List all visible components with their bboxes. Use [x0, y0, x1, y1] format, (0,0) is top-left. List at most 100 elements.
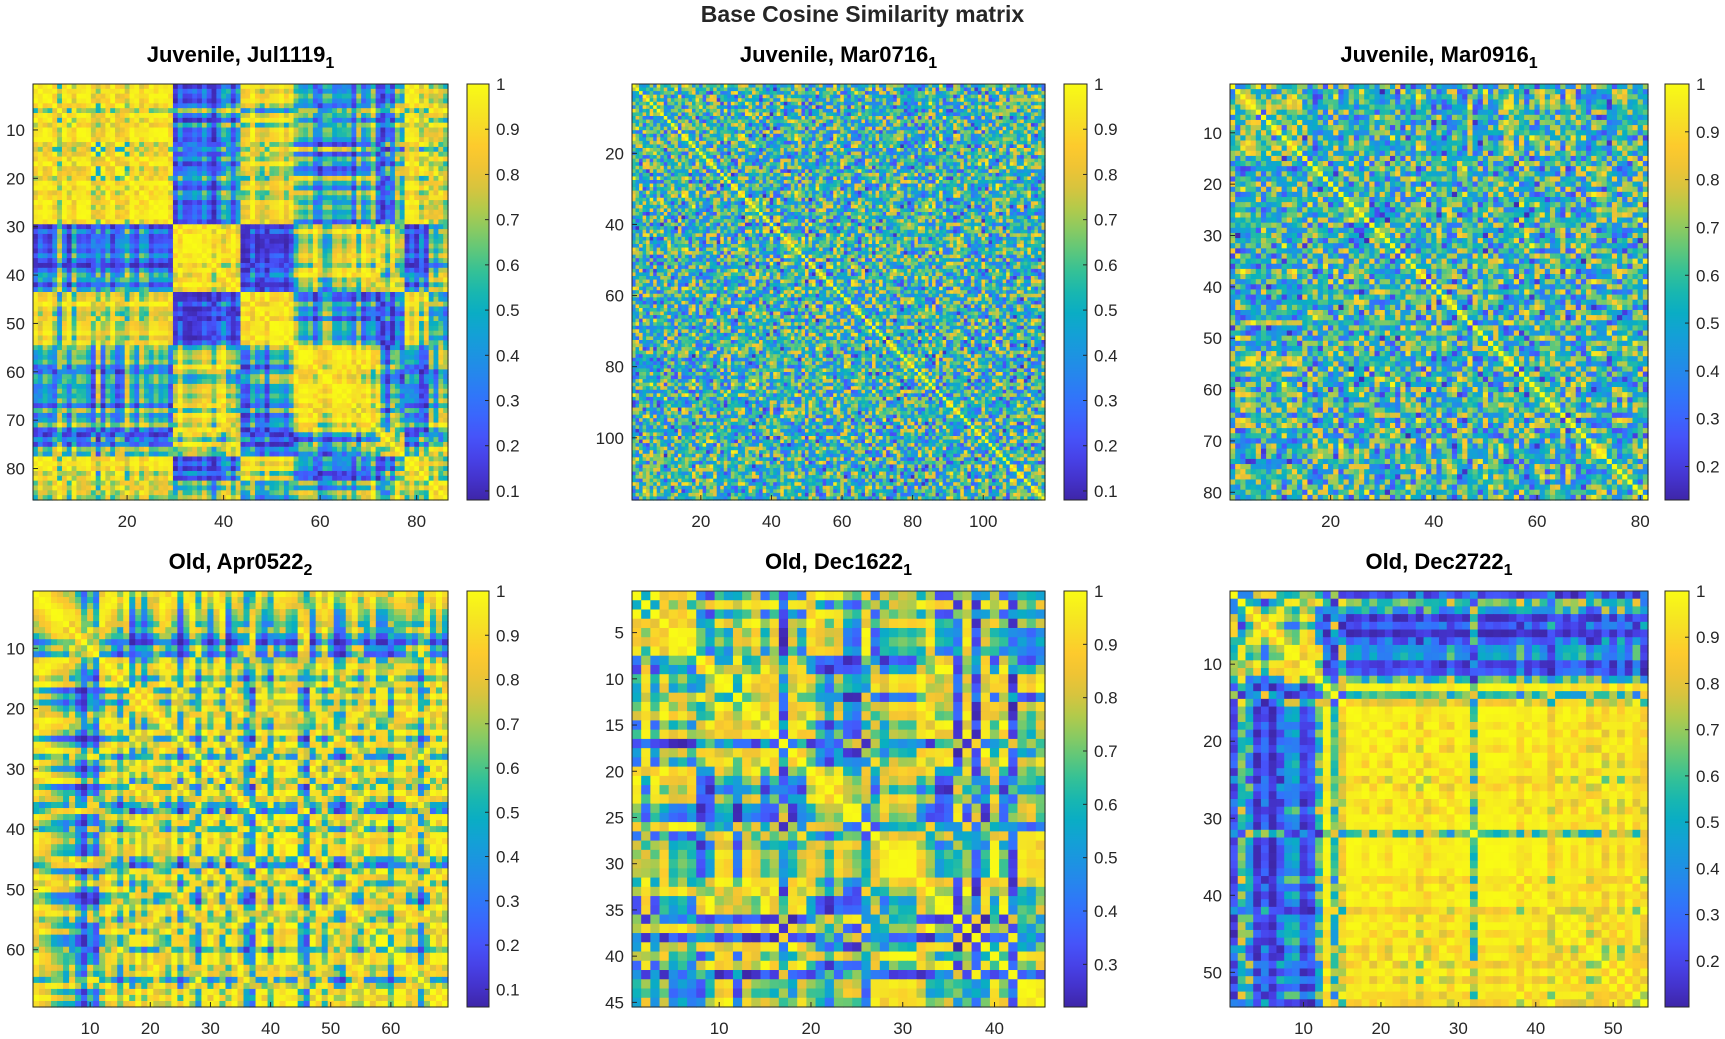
heatmap-cell	[332, 93, 338, 100]
heatmap-cell	[419, 84, 425, 90]
heatmap-cell	[399, 84, 406, 90]
heatmap-cell	[322, 88, 328, 95]
heatmap-cell	[423, 88, 430, 95]
heatmap-cell	[293, 93, 300, 100]
heatmap-cell	[423, 84, 430, 90]
panel-title: Juvenile, Jul11191	[33, 42, 448, 73]
heatmap-cell	[274, 93, 280, 100]
heatmap-cell	[394, 84, 401, 90]
heatmap-cell	[71, 98, 78, 104]
heatmap-cell	[279, 93, 285, 100]
heatmap-cell	[61, 84, 68, 90]
heatmap-cell	[385, 88, 391, 95]
heatmap-cell	[390, 84, 396, 90]
heatmap-cell	[380, 84, 386, 90]
heatmap-cell	[211, 88, 217, 95]
heatmap-cell	[182, 84, 189, 90]
heatmap-cell	[361, 84, 367, 90]
heatmap-cell	[279, 84, 285, 90]
heatmap-cell	[81, 98, 87, 104]
heatmap-cell	[76, 84, 82, 90]
heatmap-cell	[370, 88, 377, 95]
heatmap-cell	[351, 88, 357, 95]
heatmap-cell	[139, 93, 145, 100]
heatmap-cell	[361, 93, 367, 100]
heatmap-cell	[428, 88, 435, 95]
heatmap-cell	[423, 93, 430, 100]
heatmap-cell	[95, 93, 102, 100]
heatmap-cell	[269, 93, 275, 100]
heatmap-cell	[105, 84, 111, 90]
heatmap-cell	[168, 84, 174, 90]
heatmap-cell	[211, 93, 217, 100]
heatmap-cell	[394, 88, 401, 95]
heatmap-cell	[259, 88, 266, 95]
heatmap-cell	[134, 93, 140, 100]
heatmap-cell	[42, 98, 49, 104]
heatmap-cell	[61, 93, 68, 100]
heatmap-cell	[197, 88, 203, 95]
heatmap-cell	[288, 84, 295, 90]
heatmap-cell	[375, 84, 382, 90]
heatmap-cell	[90, 88, 97, 95]
heatmap-cell	[192, 93, 198, 100]
heatmap-cell	[433, 93, 439, 100]
heatmap-cell	[61, 98, 68, 104]
heatmap-cell	[61, 88, 68, 95]
heatmap-cell	[148, 84, 155, 90]
heatmap-cell	[293, 88, 300, 95]
heatmap-cell	[47, 88, 53, 95]
heatmap-cell	[404, 88, 410, 95]
heatmap-cell	[443, 88, 449, 95]
heatmap-cell	[226, 88, 232, 95]
heatmap-cell	[346, 93, 353, 100]
heatmap-cell	[47, 98, 53, 104]
heatmap-cell	[346, 88, 353, 95]
heatmap-cell	[42, 88, 49, 95]
heatmap-cell	[129, 84, 135, 90]
heatmap-cell	[361, 88, 367, 95]
heatmap-cell	[399, 93, 406, 100]
heatmap-cell	[182, 93, 189, 100]
heatmap-cell	[385, 84, 391, 90]
heatmap-cell	[110, 93, 116, 100]
heatmap-cell	[33, 93, 39, 100]
heatmap-cell	[385, 93, 391, 100]
heatmap-cell	[95, 84, 102, 90]
heatmap-cell	[52, 93, 58, 100]
heatmap-cell	[221, 84, 227, 90]
heatmap-cell	[269, 84, 275, 90]
heatmap-cell	[303, 93, 309, 100]
heatmap-cell	[158, 84, 164, 90]
heatmap-cell	[322, 84, 328, 90]
heatmap-cell	[33, 88, 39, 95]
heatmap-cell	[221, 93, 227, 100]
heatmap-cell	[129, 93, 135, 100]
heatmap-cell	[356, 93, 362, 100]
heatmap-cell	[409, 93, 415, 100]
heatmap-cell	[163, 88, 169, 95]
heatmap-cell	[86, 93, 92, 100]
heatmap-cell	[235, 88, 242, 95]
heatmap-cell	[177, 93, 184, 100]
heatmap-cell	[337, 88, 343, 95]
heatmap-cell	[124, 88, 131, 95]
heatmap-cell	[283, 93, 290, 100]
heatmap-cell	[250, 84, 256, 90]
heatmap-cell	[197, 84, 203, 90]
heatmap-cell	[240, 88, 246, 95]
heatmap-cell	[274, 88, 280, 95]
heatmap-cell	[337, 93, 343, 100]
heatmap-cell	[47, 84, 53, 90]
heatmap-cell	[177, 84, 184, 90]
heatmap-cell	[351, 93, 357, 100]
heatmap-cell	[143, 93, 150, 100]
heatmap-cell	[303, 88, 309, 95]
heatmap-cell	[235, 84, 242, 90]
panel-title-text: Juvenile, Jul1119	[147, 42, 326, 67]
heatmap-cell	[57, 88, 63, 95]
heatmap-cell	[428, 93, 435, 100]
heatmap-cell	[66, 88, 73, 95]
heatmap-cell	[47, 93, 53, 100]
heatmap-cell	[37, 88, 44, 95]
